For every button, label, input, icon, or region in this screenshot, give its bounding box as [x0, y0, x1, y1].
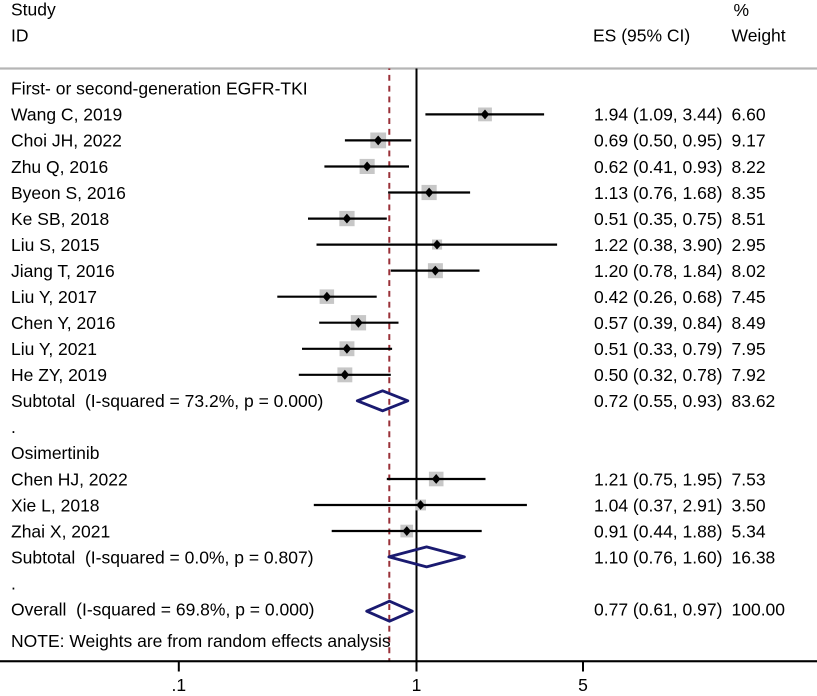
svg-text:Liu Y, 2021: Liu Y, 2021 [11, 339, 97, 359]
svg-text:Ke SB, 2018: Ke SB, 2018 [11, 209, 109, 229]
svg-text:ES (95% CI): ES (95% CI) [593, 26, 690, 46]
svg-text:6.60: 6.60 [732, 105, 766, 125]
svg-text:8.49: 8.49 [732, 313, 766, 333]
svg-text:2.95: 2.95 [732, 235, 766, 255]
svg-text:0.51 (0.33, 0.79): 0.51 (0.33, 0.79) [594, 339, 722, 359]
svg-text:1.10 (0.76, 1.60): 1.10 (0.76, 1.60) [594, 547, 722, 567]
svg-text:8.02: 8.02 [732, 261, 766, 281]
svg-text:1.20 (0.78, 1.84): 1.20 (0.78, 1.84) [594, 261, 722, 281]
svg-text:.: . [11, 573, 16, 593]
svg-text:0.77 (0.61, 0.97): 0.77 (0.61, 0.97) [594, 600, 722, 620]
svg-text:0.51 (0.35, 0.75): 0.51 (0.35, 0.75) [594, 209, 722, 229]
svg-text:7.92: 7.92 [732, 365, 766, 385]
svg-text:8.51: 8.51 [732, 209, 766, 229]
svg-text:NOTE: Weights are from random: NOTE: Weights are from random effects an… [11, 631, 391, 651]
svg-text:First- or second-generation EG: First- or second-generation EGFR-TKI [11, 79, 308, 99]
svg-text:Subtotal (I-squared = 0.0%, p: Subtotal (I-squared = 0.0%, p = 0.807) [11, 547, 314, 567]
svg-text:Choi JH, 2022: Choi JH, 2022 [11, 131, 122, 151]
svg-text:%: % [734, 0, 750, 20]
svg-text:Jiang T, 2016: Jiang T, 2016 [11, 261, 115, 281]
svg-text:3.50: 3.50 [732, 495, 766, 515]
svg-text:1.94 (1.09, 3.44): 1.94 (1.09, 3.44) [594, 105, 722, 125]
svg-text:1: 1 [412, 675, 422, 695]
svg-text:0.72 (0.55, 0.93): 0.72 (0.55, 0.93) [594, 391, 722, 411]
svg-text:16.38: 16.38 [732, 547, 776, 567]
svg-text:Chen Y, 2016: Chen Y, 2016 [11, 313, 115, 333]
svg-text:0.91 (0.44, 1.88): 0.91 (0.44, 1.88) [594, 521, 722, 541]
svg-text:Chen HJ, 2022: Chen HJ, 2022 [11, 469, 128, 489]
svg-text:0.62 (0.41, 0.93): 0.62 (0.41, 0.93) [594, 157, 722, 177]
svg-text:0.57 (0.39, 0.84): 0.57 (0.39, 0.84) [594, 313, 722, 333]
svg-text:7.95: 7.95 [732, 339, 766, 359]
svg-text:Weight: Weight [732, 26, 786, 46]
svg-text:1.22 (0.38, 3.90): 1.22 (0.38, 3.90) [594, 235, 722, 255]
svg-text:Zhai X, 2021: Zhai X, 2021 [11, 521, 110, 541]
svg-text:1.21 (0.75, 1.95): 1.21 (0.75, 1.95) [594, 469, 722, 489]
svg-text:7.53: 7.53 [732, 469, 766, 489]
svg-text:7.45: 7.45 [732, 287, 766, 307]
svg-text:1.04 (0.37, 2.91): 1.04 (0.37, 2.91) [594, 495, 722, 515]
svg-text:He ZY, 2019: He ZY, 2019 [11, 365, 107, 385]
svg-text:Byeon S, 2016: Byeon S, 2016 [11, 183, 126, 203]
svg-text:8.35: 8.35 [732, 183, 766, 203]
svg-text:Osimertinib: Osimertinib [11, 443, 100, 463]
svg-text:9.17: 9.17 [732, 131, 766, 151]
svg-text:1.13 (0.76, 1.68): 1.13 (0.76, 1.68) [594, 183, 722, 203]
svg-text:Overall (I-squared = 69.8%, p: Overall (I-squared = 69.8%, p = 0.000) [11, 600, 315, 620]
svg-text:ID: ID [11, 25, 29, 45]
svg-text:100.00: 100.00 [732, 600, 786, 620]
svg-text:Study: Study [11, 0, 56, 20]
svg-text:5: 5 [578, 675, 588, 695]
svg-text:0.42 (0.26, 0.68): 0.42 (0.26, 0.68) [594, 287, 722, 307]
svg-text:83.62: 83.62 [732, 391, 776, 411]
svg-text:Xie L, 2018: Xie L, 2018 [11, 495, 100, 515]
svg-text:.: . [11, 417, 16, 437]
svg-text:.1: .1 [171, 675, 186, 695]
svg-text:0.69 (0.50, 0.95): 0.69 (0.50, 0.95) [594, 131, 722, 151]
svg-text:Wang C, 2019: Wang C, 2019 [11, 105, 122, 125]
svg-text:0.50 (0.32, 0.78): 0.50 (0.32, 0.78) [594, 365, 722, 385]
svg-text:Subtotal (I-squared = 73.2%,: Subtotal (I-squared = 73.2%, p = 0.000) [11, 391, 323, 411]
svg-text:Liu Y, 2017: Liu Y, 2017 [11, 287, 97, 307]
svg-text:Zhu Q, 2016: Zhu Q, 2016 [11, 157, 108, 177]
svg-text:Liu S, 2015: Liu S, 2015 [11, 235, 100, 255]
svg-text:8.22: 8.22 [732, 157, 766, 177]
svg-text:5.34: 5.34 [732, 521, 766, 541]
